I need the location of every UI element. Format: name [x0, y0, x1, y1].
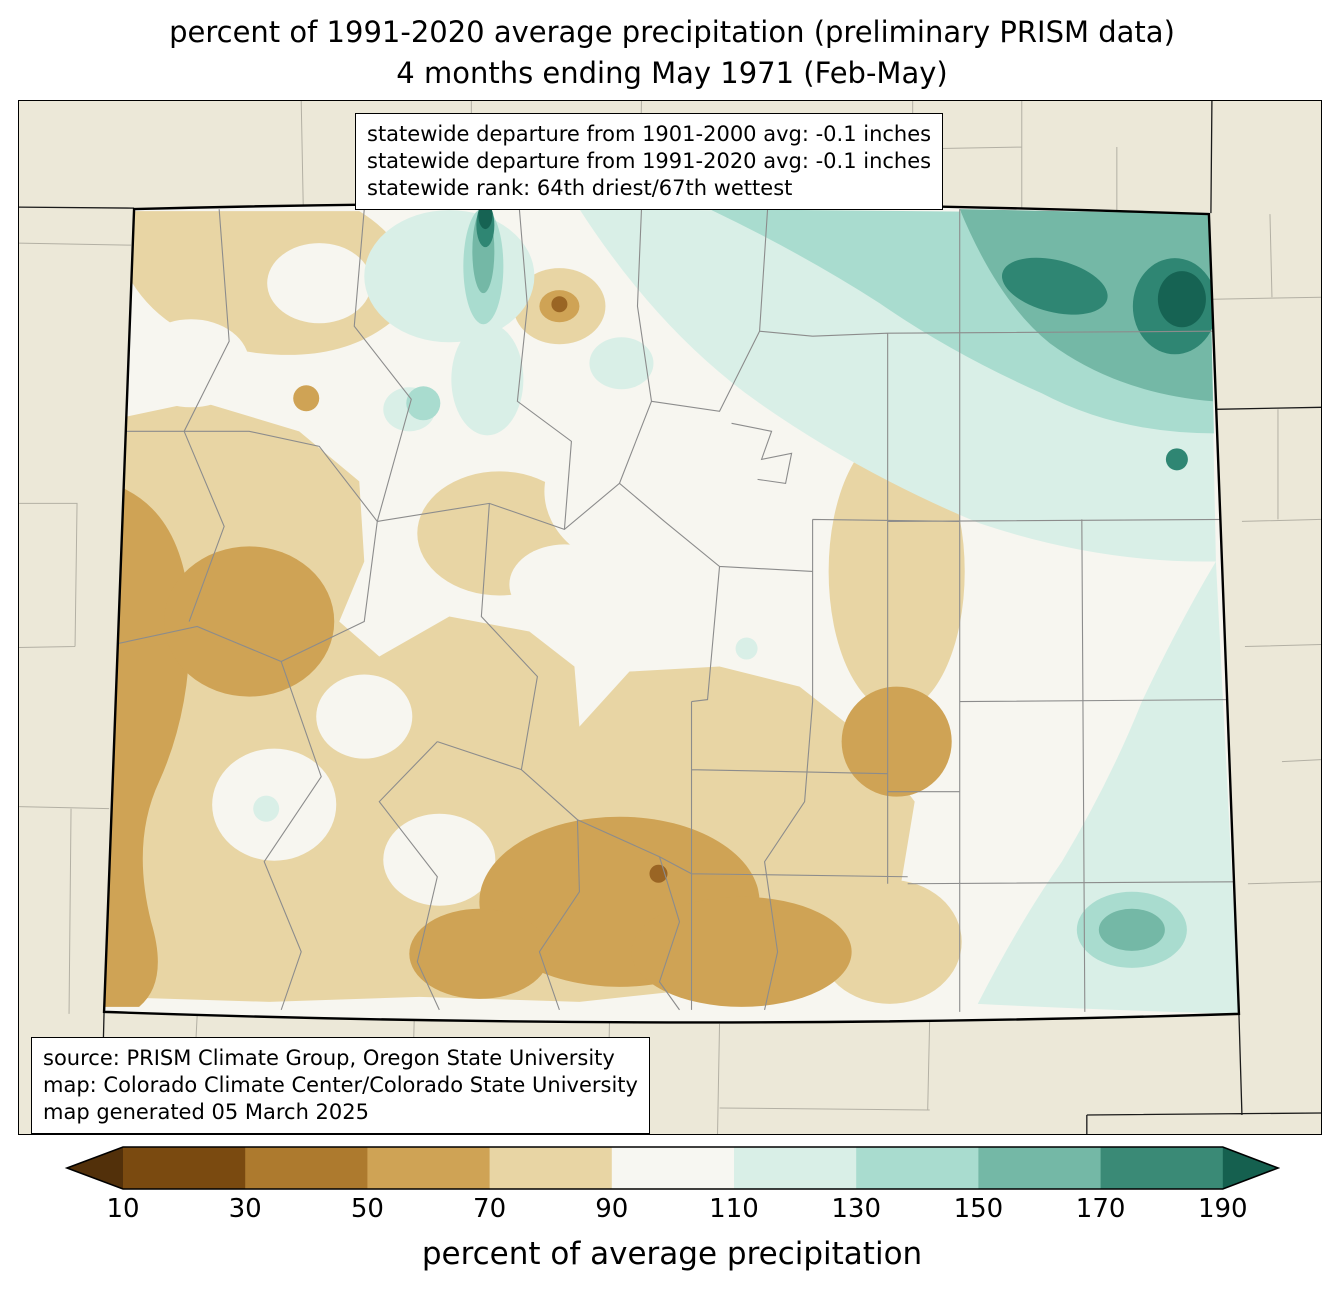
county-lines	[104, 209, 1238, 1012]
colorbar-outline	[64, 1146, 1281, 1190]
stats-line-1: statewide departure from 1901-2000 avg: …	[367, 122, 932, 146]
source-line-1: source: PRISM Climate Group, Oregon Stat…	[43, 1046, 615, 1070]
colorbar-tick-70: 70	[473, 1194, 507, 1224]
colorbar-segment	[1100, 1147, 1224, 1189]
precipitation-regions	[104, 203, 1239, 1014]
colorbar-segment	[123, 1147, 246, 1189]
map-title: percent of 1991-2020 average precipitati…	[0, 12, 1344, 94]
colorbar-right-arrow	[1222, 1147, 1278, 1189]
region-50-70-percent	[104, 290, 952, 1007]
colorbar-tick-90: 90	[595, 1194, 629, 1224]
colorbar-graphic	[64, 1146, 1281, 1190]
colorbar-tick-190: 190	[1197, 1194, 1248, 1224]
source-line-3: map generated 05 March 2025	[43, 1100, 370, 1124]
colorbar-segment	[856, 1147, 979, 1189]
colorbar-tick-50: 50	[350, 1194, 384, 1224]
colorbar-segment	[489, 1147, 613, 1189]
colorbar-tick-110: 110	[709, 1194, 759, 1224]
title-line-2: 4 months ending May 1971 (Feb-May)	[396, 56, 948, 90]
colorbar-tick-150: 150	[953, 1194, 1004, 1224]
colorbar	[64, 1146, 1281, 1190]
colorado-precipitation-map	[19, 101, 1321, 1134]
stats-line-3: statewide rank: 64th driest/67th wettest	[367, 176, 793, 200]
colorbar-left-arrow	[67, 1147, 123, 1189]
stats-line-2: statewide departure from 1991-2020 avg: …	[367, 149, 932, 173]
statewide-stats-box: statewide departure from 1901-2000 avg: …	[355, 113, 944, 210]
colorbar-tick-130: 130	[831, 1194, 882, 1224]
title-line-1: percent of 1991-2020 average precipitati…	[169, 15, 1175, 49]
colorbar-tick-30: 30	[228, 1194, 262, 1224]
region-110-130-percent	[253, 209, 1239, 1014]
colorbar-segment	[734, 1147, 857, 1189]
map-plot-area: statewide departure from 1901-2000 avg: …	[18, 100, 1322, 1135]
colorbar-tick-10: 10	[106, 1194, 140, 1224]
colorbar-ticks: 10 30 50 70 90 110 130 150 170 190	[64, 1194, 1280, 1226]
region-near-normal	[133, 243, 735, 906]
colorbar-axis-label: percent of average precipitation	[421, 1236, 923, 1272]
colorbar-tick-170: 170	[1075, 1194, 1126, 1224]
source-line-2: map: Colorado Climate Center/Colorado St…	[43, 1073, 638, 1097]
colorbar-segment	[611, 1147, 735, 1189]
source-credits-box: source: PRISM Climate Group, Oregon Stat…	[31, 1037, 650, 1134]
colorbar-segment	[367, 1147, 491, 1189]
colorbar-segment	[978, 1147, 1102, 1189]
colorbar-segment	[245, 1147, 368, 1189]
